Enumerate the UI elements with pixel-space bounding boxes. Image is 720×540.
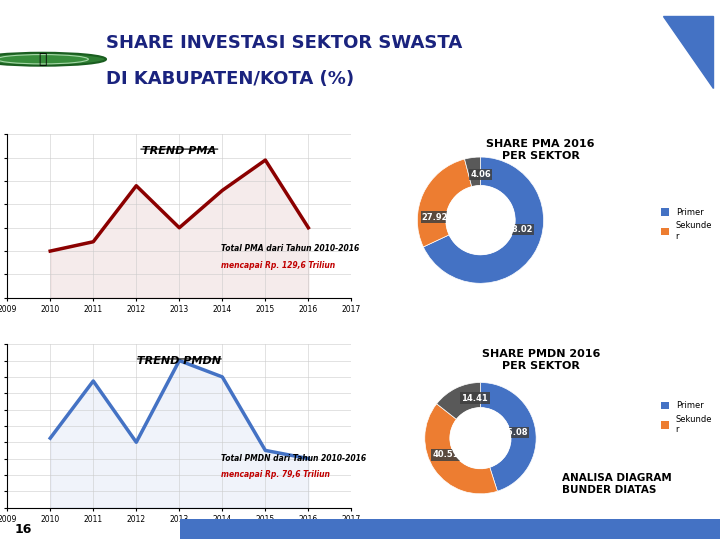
Text: Total PMA dari Tahun 2010-2016: Total PMA dari Tahun 2010-2016 <box>220 244 359 253</box>
Text: Total PMDN dari Tahun 2010-2016: Total PMDN dari Tahun 2010-2016 <box>220 454 366 463</box>
Text: SHARE PMDN 2016
PER SEKTOR: SHARE PMDN 2016 PER SEKTOR <box>482 349 600 371</box>
Text: SHARE INVESTASI SEKTOR SWASTA: SHARE INVESTASI SEKTOR SWASTA <box>106 34 462 52</box>
Text: 16: 16 <box>14 523 32 536</box>
Text: 🌳: 🌳 <box>38 52 47 66</box>
Text: mencapai Rp. 79,6 Triliun: mencapai Rp. 79,6 Triliun <box>220 470 330 480</box>
Text: TREND PMA: TREND PMA <box>143 146 217 156</box>
Text: TREND PMDN: TREND PMDN <box>138 356 221 366</box>
Circle shape <box>0 55 89 64</box>
Text: SHARE PMA 2016
PER SEKTOR: SHARE PMA 2016 PER SEKTOR <box>487 139 595 161</box>
Text: DI KABUPATEN/KOTA (%): DI KABUPATEN/KOTA (%) <box>106 70 354 88</box>
Circle shape <box>0 53 106 66</box>
Legend: Primer, Sekunde
r: Primer, Sekunde r <box>657 205 716 244</box>
Bar <box>180 519 720 539</box>
Text: mencapai Rp. 129,6 Triliun: mencapai Rp. 129,6 Triliun <box>220 261 335 269</box>
Polygon shape <box>663 16 713 88</box>
Legend: Primer, Sekunde
r: Primer, Sekunde r <box>657 398 716 437</box>
Text: ANALISA DIAGRAM
BUNDER DIATAS: ANALISA DIAGRAM BUNDER DIATAS <box>562 473 671 495</box>
